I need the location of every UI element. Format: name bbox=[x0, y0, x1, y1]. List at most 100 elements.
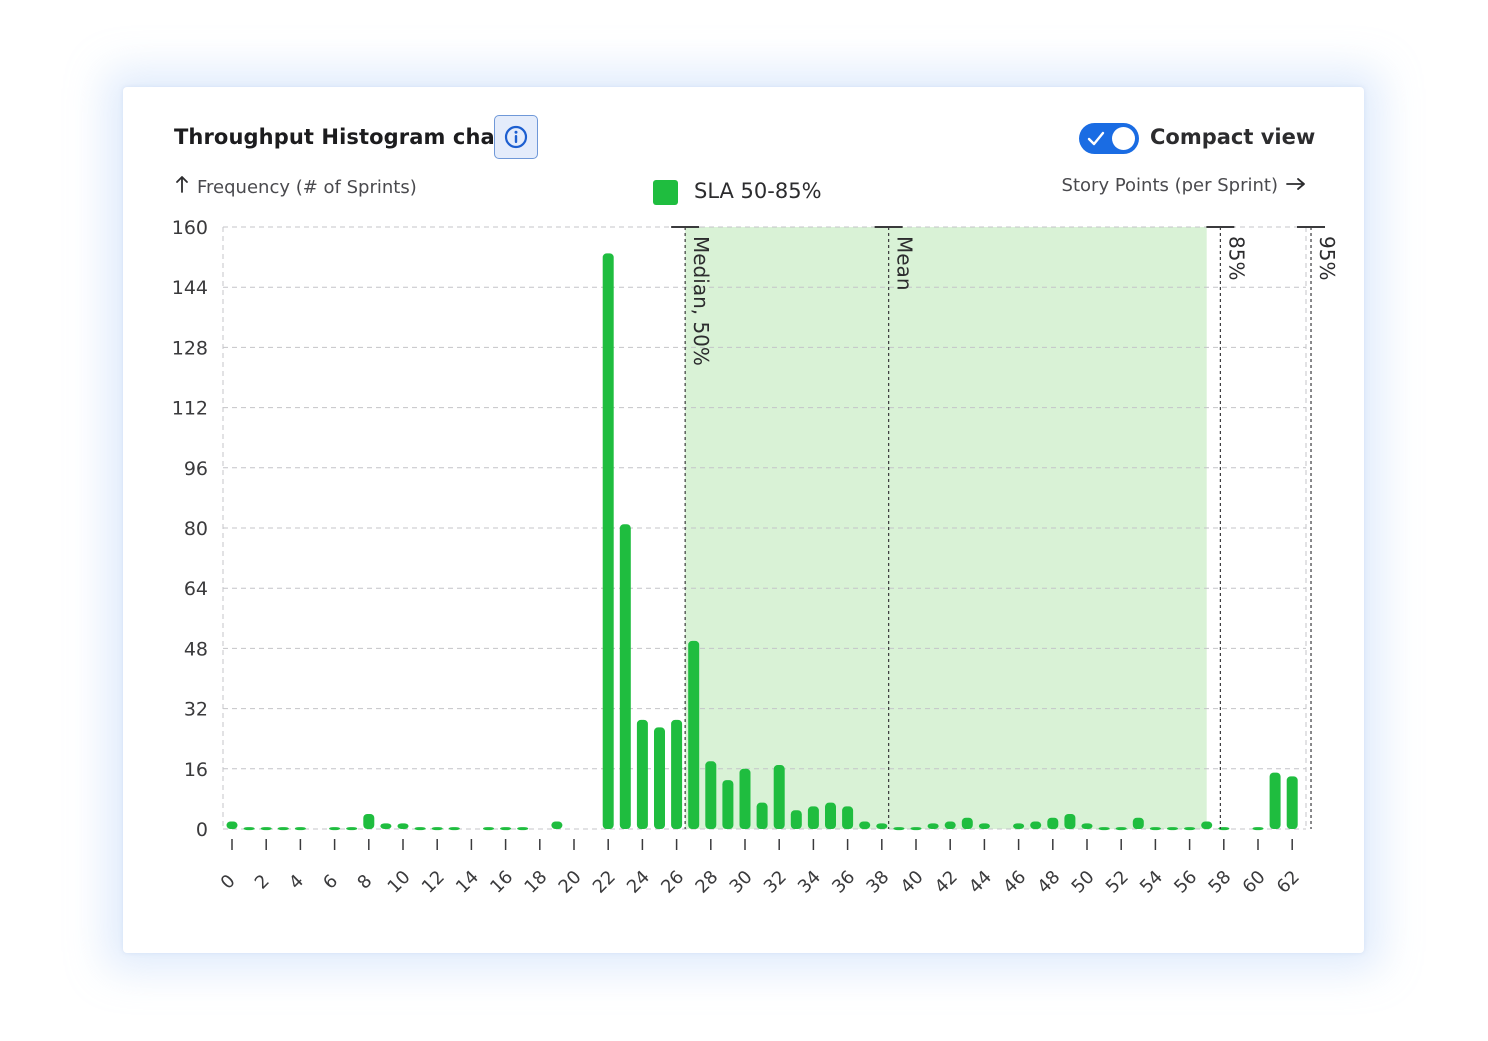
bar bbox=[1167, 827, 1178, 831]
x-tick-label: 34 bbox=[794, 867, 825, 898]
x-tick-label: 58 bbox=[1204, 867, 1235, 898]
bar bbox=[722, 780, 734, 829]
x-tick-label: 32 bbox=[760, 867, 791, 898]
bar bbox=[260, 827, 272, 831]
bar bbox=[1149, 827, 1161, 831]
x-tick-label: 24 bbox=[623, 867, 654, 898]
x-tick-label: 28 bbox=[691, 867, 722, 898]
arrow-right-icon bbox=[1286, 175, 1306, 196]
compact-view-label[interactable]: Compact view bbox=[1150, 125, 1316, 149]
y-tick-label: 160 bbox=[172, 217, 208, 239]
y-axis-title: Frequency (# of Sprints) bbox=[175, 175, 417, 198]
x-tick-label: 4 bbox=[285, 871, 308, 894]
x-tick-label: 62 bbox=[1273, 867, 1304, 898]
bar bbox=[551, 821, 563, 829]
x-tick-label: 14 bbox=[452, 867, 483, 898]
reference-label: 85% bbox=[1224, 236, 1248, 280]
reference-label: Median, 50% bbox=[689, 236, 713, 366]
bar bbox=[859, 821, 871, 829]
info-circle-icon bbox=[504, 125, 528, 149]
x-axis-title-text: Story Points (per Sprint) bbox=[1061, 175, 1278, 196]
bar bbox=[1201, 821, 1213, 829]
bar bbox=[876, 823, 888, 829]
x-tick-label: 60 bbox=[1239, 867, 1270, 898]
y-tick-label: 112 bbox=[172, 398, 208, 420]
y-tick-label: 80 bbox=[184, 518, 208, 540]
bar bbox=[277, 827, 289, 831]
bar bbox=[1081, 823, 1093, 829]
x-tick-label: 20 bbox=[555, 867, 586, 898]
bar bbox=[483, 827, 494, 831]
bar bbox=[1286, 776, 1298, 829]
bar bbox=[1064, 813, 1076, 829]
bar bbox=[619, 524, 631, 829]
y-tick-label: 48 bbox=[184, 638, 208, 660]
y-tick-label: 96 bbox=[184, 458, 208, 480]
bar bbox=[842, 806, 854, 829]
x-axis-title: Story Points (per Sprint) bbox=[1062, 175, 1306, 196]
bar bbox=[397, 823, 409, 829]
bar bbox=[790, 810, 802, 829]
x-tick-label: 12 bbox=[418, 867, 449, 898]
x-tick-label: 36 bbox=[828, 867, 859, 898]
x-tick-label: 48 bbox=[1033, 867, 1064, 898]
chart-title: Throughput Histogram chart bbox=[174, 125, 516, 149]
bar bbox=[500, 827, 512, 831]
bar bbox=[346, 827, 358, 831]
bar bbox=[1098, 827, 1110, 831]
bar bbox=[927, 823, 939, 829]
bar bbox=[705, 761, 717, 829]
bar bbox=[517, 827, 529, 831]
y-tick-label: 16 bbox=[184, 759, 208, 781]
bar bbox=[739, 768, 751, 829]
bar bbox=[756, 802, 768, 829]
y-tick-label: 144 bbox=[172, 277, 208, 299]
x-tick-label: 40 bbox=[897, 867, 928, 898]
bar bbox=[944, 821, 956, 829]
x-tick-label: 22 bbox=[589, 867, 620, 898]
x-tick-label: 6 bbox=[319, 871, 342, 894]
x-tick-label: 42 bbox=[931, 867, 962, 898]
check-icon bbox=[1087, 131, 1105, 146]
reference-label: Mean bbox=[893, 236, 917, 291]
x-tick-label: 44 bbox=[965, 867, 996, 898]
bar bbox=[807, 806, 819, 829]
compact-view-toggle[interactable] bbox=[1079, 123, 1139, 154]
bar bbox=[431, 827, 443, 831]
bar bbox=[1013, 823, 1025, 829]
x-tick-label: 30 bbox=[726, 867, 757, 898]
bar bbox=[1047, 817, 1059, 829]
bar bbox=[1269, 772, 1281, 829]
x-tick-label: 0 bbox=[217, 871, 240, 894]
bar bbox=[978, 823, 990, 829]
bar bbox=[1132, 817, 1144, 829]
bar bbox=[414, 827, 426, 831]
bar bbox=[602, 253, 614, 829]
y-axis-title-text: Frequency (# of Sprints) bbox=[197, 177, 417, 198]
x-tick-label: 16 bbox=[486, 867, 517, 898]
legend-swatch bbox=[653, 180, 678, 205]
y-tick-label: 0 bbox=[196, 819, 208, 841]
bar bbox=[226, 821, 238, 829]
bar bbox=[294, 827, 306, 831]
x-tick-label: 50 bbox=[1068, 867, 1099, 898]
x-tick-label: 26 bbox=[657, 867, 688, 898]
info-button[interactable] bbox=[494, 115, 538, 159]
x-tick-label: 56 bbox=[1170, 867, 1201, 898]
legend-label: SLA 50-85% bbox=[694, 179, 822, 203]
x-tick-label: 52 bbox=[1102, 867, 1133, 898]
x-tick-label: 10 bbox=[384, 867, 415, 898]
bar bbox=[825, 802, 836, 829]
x-tick-label: 54 bbox=[1136, 867, 1167, 898]
bar bbox=[893, 827, 905, 831]
bar bbox=[671, 719, 683, 829]
bar bbox=[636, 719, 648, 829]
toggle-knob bbox=[1112, 127, 1135, 150]
bar bbox=[363, 813, 375, 829]
bar bbox=[1218, 827, 1230, 831]
y-tick-label: 64 bbox=[184, 578, 208, 600]
bar bbox=[1030, 821, 1042, 829]
bar bbox=[654, 727, 665, 829]
x-tick-label: 38 bbox=[862, 867, 893, 898]
arrow-up-icon bbox=[175, 175, 189, 198]
